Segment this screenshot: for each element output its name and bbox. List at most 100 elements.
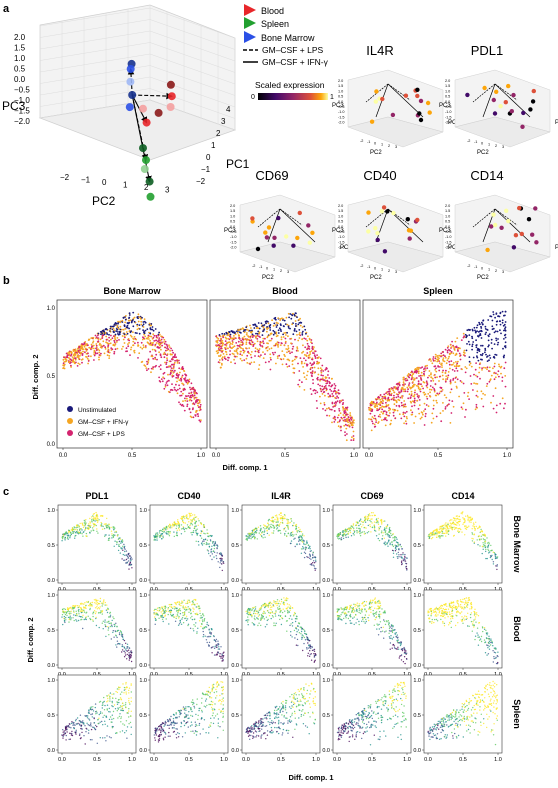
cell-point: [148, 331, 150, 334]
cell-point: [319, 357, 322, 360]
cell-point: [383, 395, 385, 398]
x-tick-label: 0.0: [212, 453, 221, 459]
cell-point: [482, 538, 485, 540]
cell-point: [389, 536, 391, 538]
cell-point: [108, 526, 110, 529]
cell-point: [84, 341, 87, 343]
small-tick: -1.0: [230, 235, 237, 239]
facet-frame: [209, 299, 361, 449]
cell-point: [437, 393, 440, 396]
cell-point: [373, 414, 376, 417]
cell-point: [314, 556, 316, 558]
cell-point: [478, 366, 481, 369]
cell-point: [338, 533, 340, 535]
cell-point: [486, 542, 489, 544]
cell-point: [432, 407, 435, 410]
cell-point: [480, 390, 483, 393]
cell-point: [262, 324, 264, 327]
cell-point: [77, 356, 80, 358]
cell-point: [424, 393, 427, 395]
cell-point: [69, 616, 71, 619]
cell-point: [179, 403, 182, 406]
cell-point: [383, 528, 386, 531]
cell-point: [112, 330, 115, 333]
cell-point: [343, 416, 345, 419]
cell-point: [264, 337, 266, 340]
y-tick-label: 1.0: [139, 508, 147, 514]
cell-point: [218, 344, 221, 347]
cell-point: [104, 348, 107, 350]
cell-point: [255, 532, 257, 534]
cell-point: [389, 542, 391, 544]
cell-point: [96, 604, 99, 606]
cell-point: [399, 543, 401, 546]
cell-point: [163, 387, 166, 390]
small-tick: 3: [395, 145, 397, 149]
cell-point: [230, 361, 232, 364]
cell-point: [441, 374, 444, 377]
cell-point: [337, 389, 340, 392]
cell-point: [414, 391, 416, 394]
cell-point: [358, 527, 360, 530]
cell-point: [348, 418, 351, 421]
y-tick-label: 1.0: [47, 306, 56, 312]
cell-point: [75, 351, 78, 354]
cell-point: [297, 318, 300, 321]
point-bone-marrow: [128, 91, 137, 99]
cell-point: [504, 361, 507, 364]
cell-point: [250, 331, 253, 334]
cell-point: [128, 652, 130, 654]
cell-point: [432, 399, 435, 402]
cell-point: [186, 405, 189, 408]
cell-point: [259, 340, 262, 343]
cell-point: [119, 325, 122, 328]
cell-point: [303, 376, 306, 378]
cell-point: [246, 539, 248, 541]
cell-point: [266, 328, 269, 330]
cell-point: [91, 518, 93, 521]
cell-point: [460, 339, 463, 341]
cell-point: [457, 360, 459, 363]
cell-point: [314, 350, 317, 353]
cell-point: [487, 370, 490, 372]
cell-point: [350, 421, 353, 424]
cell-point: [383, 542, 385, 545]
cell-point: [201, 530, 204, 532]
cell-point: [463, 392, 466, 394]
cell-point: [134, 342, 136, 345]
cell-point: [458, 365, 461, 367]
cell-point: [290, 534, 293, 537]
cell-point: [184, 517, 186, 520]
cell-point: [109, 614, 112, 616]
small-axis-label: PC3: [224, 228, 236, 234]
cell-point: [303, 542, 305, 544]
cell-point: [488, 551, 491, 553]
cell-point: [382, 405, 385, 408]
cell-point: [338, 408, 340, 410]
small-point: [491, 97, 496, 103]
cell-point: [219, 339, 221, 342]
cell-point: [97, 338, 100, 340]
small-trajectory: [375, 208, 389, 243]
cell-point: [76, 529, 78, 531]
cell-point: [272, 524, 274, 526]
cell-point: [258, 335, 260, 338]
small-tick: 2.0: [338, 204, 343, 208]
cell-point: [292, 531, 294, 533]
cell-point: [195, 516, 198, 518]
cell-point: [470, 365, 473, 368]
colorbar-max: 1: [330, 94, 334, 101]
cell-point: [294, 545, 296, 548]
cell-point: [494, 316, 496, 319]
cell-point: [84, 602, 86, 604]
cell-point: [128, 341, 131, 344]
cell-point: [274, 317, 276, 320]
cell-point: [72, 357, 75, 360]
cell-point: [321, 377, 324, 380]
cell-point: [492, 311, 495, 313]
cell-point: [445, 362, 448, 365]
cell-point: [239, 357, 242, 360]
cell-point: [271, 532, 273, 534]
cell-point: [454, 518, 456, 520]
cell-point: [251, 333, 254, 336]
